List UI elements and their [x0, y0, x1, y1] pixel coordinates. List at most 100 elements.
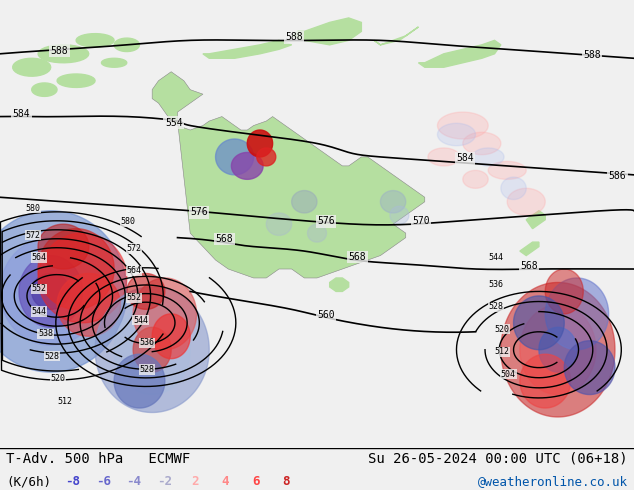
Text: 568: 568: [520, 261, 538, 271]
Text: 536: 536: [139, 338, 155, 347]
Text: -2: -2: [157, 475, 172, 488]
Polygon shape: [501, 282, 615, 417]
Polygon shape: [292, 191, 317, 213]
Text: 538: 538: [38, 329, 53, 338]
Text: 588: 588: [583, 50, 601, 60]
Polygon shape: [545, 278, 609, 350]
Polygon shape: [0, 238, 101, 345]
Polygon shape: [418, 40, 501, 67]
Polygon shape: [231, 152, 263, 179]
Text: 560: 560: [317, 310, 335, 320]
Text: @weatheronline.co.uk: @weatheronline.co.uk: [477, 475, 628, 488]
Text: 588: 588: [285, 32, 303, 42]
Polygon shape: [380, 191, 406, 213]
Polygon shape: [514, 296, 564, 350]
Text: 544: 544: [32, 307, 47, 316]
Polygon shape: [114, 38, 139, 51]
Polygon shape: [101, 58, 127, 67]
Polygon shape: [292, 18, 361, 45]
Text: 528: 528: [44, 352, 60, 361]
Text: 576: 576: [190, 207, 208, 217]
Polygon shape: [488, 161, 526, 179]
Polygon shape: [501, 177, 526, 199]
Text: 572: 572: [127, 244, 142, 253]
Polygon shape: [428, 148, 460, 166]
Text: 504: 504: [501, 369, 516, 379]
Polygon shape: [127, 273, 165, 309]
Text: (K/6h): (K/6h): [6, 475, 51, 488]
Text: T-Adv. 500 hPa   ECMWF: T-Adv. 500 hPa ECMWF: [6, 452, 191, 466]
Polygon shape: [0, 211, 127, 372]
Text: 6: 6: [252, 475, 259, 488]
Text: 588: 588: [51, 46, 68, 56]
Text: 580: 580: [120, 217, 136, 226]
Polygon shape: [38, 45, 89, 63]
Polygon shape: [32, 83, 57, 97]
Polygon shape: [257, 148, 276, 166]
Polygon shape: [13, 58, 51, 76]
Polygon shape: [76, 34, 114, 47]
Polygon shape: [564, 341, 615, 394]
Polygon shape: [57, 273, 120, 336]
Polygon shape: [247, 130, 273, 157]
Polygon shape: [32, 273, 70, 309]
Polygon shape: [374, 27, 418, 45]
Text: 570: 570: [412, 216, 430, 226]
Polygon shape: [539, 327, 577, 372]
Polygon shape: [520, 354, 571, 408]
Text: 520: 520: [51, 374, 66, 383]
Polygon shape: [472, 148, 504, 166]
Polygon shape: [437, 112, 488, 139]
Polygon shape: [114, 305, 190, 394]
Text: 554: 554: [165, 118, 183, 127]
Polygon shape: [266, 213, 292, 235]
Polygon shape: [526, 211, 545, 229]
Polygon shape: [114, 354, 165, 408]
Text: 8: 8: [282, 475, 290, 488]
Polygon shape: [216, 139, 254, 175]
Polygon shape: [330, 278, 349, 292]
Polygon shape: [133, 327, 171, 372]
Polygon shape: [95, 287, 209, 413]
Polygon shape: [463, 171, 488, 188]
Text: 536: 536: [488, 280, 503, 289]
Polygon shape: [307, 224, 327, 242]
Text: 584: 584: [13, 109, 30, 119]
Text: 2: 2: [191, 475, 198, 488]
Text: 572: 572: [25, 231, 41, 240]
Text: 512: 512: [495, 347, 510, 356]
Text: 544: 544: [488, 253, 503, 262]
Text: 512: 512: [57, 396, 72, 406]
Text: 552: 552: [127, 294, 142, 302]
Text: 568: 568: [216, 234, 233, 244]
Text: 544: 544: [133, 316, 148, 325]
Text: -4: -4: [126, 475, 141, 488]
Polygon shape: [133, 278, 197, 350]
Text: 4: 4: [221, 475, 229, 488]
Polygon shape: [152, 314, 190, 359]
Polygon shape: [520, 242, 539, 256]
Text: 586: 586: [609, 172, 626, 181]
Text: 520: 520: [495, 325, 510, 334]
Polygon shape: [38, 224, 89, 269]
Polygon shape: [57, 74, 95, 87]
Polygon shape: [463, 132, 501, 155]
Text: 584: 584: [456, 153, 474, 163]
Polygon shape: [507, 188, 545, 215]
Polygon shape: [390, 206, 409, 224]
Text: 564: 564: [32, 253, 47, 262]
Text: 552: 552: [32, 284, 47, 294]
Text: 580: 580: [25, 204, 41, 213]
Polygon shape: [152, 72, 425, 278]
Text: 528: 528: [139, 365, 155, 374]
Text: Su 26-05-2024 00:00 UTC (06+18): Su 26-05-2024 00:00 UTC (06+18): [368, 452, 628, 466]
Text: -8: -8: [65, 475, 81, 488]
Polygon shape: [545, 269, 583, 314]
Text: 528: 528: [488, 302, 503, 311]
Text: 568: 568: [349, 252, 366, 262]
Polygon shape: [38, 233, 127, 323]
Polygon shape: [203, 40, 292, 58]
Text: -6: -6: [96, 475, 111, 488]
Polygon shape: [437, 123, 476, 146]
Polygon shape: [520, 305, 596, 394]
